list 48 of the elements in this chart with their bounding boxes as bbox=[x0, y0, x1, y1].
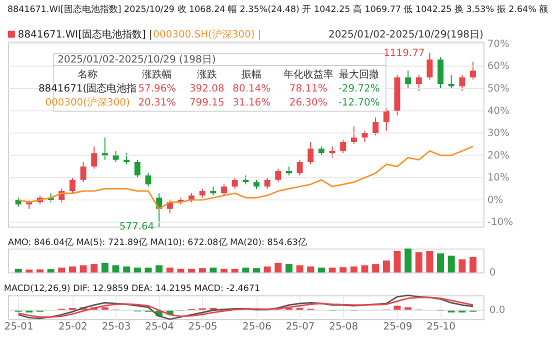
annotation: 80.14% bbox=[232, 83, 271, 94]
annotation: 31.16% bbox=[232, 97, 271, 108]
annotation: 年化收益率 bbox=[283, 68, 334, 80]
x-tick-label: 25-02 bbox=[58, 322, 88, 333]
x-tick-label: 25-04 bbox=[145, 322, 174, 333]
x-tick-label: 25-09 bbox=[383, 322, 412, 333]
y-tick-label: 60% bbox=[487, 61, 510, 72]
annotation: 涨跌幅 bbox=[142, 68, 172, 80]
chart-title: 8841671.WI[固态电池指数] 2025/10/29 收 1068.24 幅 2.35%(24.48) 开 1042.25 高 1069.77 低 1042.25 换 3.53% 振 2.64% 额 bbox=[7, 4, 548, 16]
annotation: 799.15 bbox=[189, 97, 224, 108]
x-tick-label: 25-07 bbox=[286, 322, 315, 333]
annotation: 57.96% bbox=[138, 83, 176, 94]
x-tick-label: 25-06 bbox=[242, 322, 272, 333]
annotation: 577.64 bbox=[119, 222, 154, 233]
x-tick-label: 25-01 bbox=[4, 322, 34, 333]
y-tick-label: 20% bbox=[487, 150, 510, 162]
annotation: 名称 bbox=[78, 68, 98, 80]
annotation: -12.70% bbox=[338, 97, 380, 108]
y-tick-label: 10% bbox=[487, 172, 510, 184]
annotation: 000300(沪深300) bbox=[45, 96, 130, 108]
legend-label: 8841671.WI[固态电池指数] | bbox=[18, 28, 152, 41]
annotation: -29.72% bbox=[338, 83, 380, 94]
annotation: 8841671(固态电池指 bbox=[38, 82, 137, 94]
annotation: 1119.77 bbox=[384, 48, 425, 59]
x-tick-label: 25-03 bbox=[102, 322, 131, 333]
text: 0 bbox=[489, 267, 496, 278]
annotation: 2025/01/02-2025/10/29 (198日) bbox=[58, 54, 216, 66]
annotation: 涨跌 bbox=[196, 68, 217, 80]
y-tick-label: 40% bbox=[487, 106, 510, 117]
y-tick-label: 50% bbox=[487, 83, 510, 94]
y-tick-label: -10% bbox=[487, 217, 514, 228]
text: 0.0 bbox=[489, 305, 506, 316]
annotation: 392.08 bbox=[189, 83, 224, 94]
y-tick-label: 0% bbox=[487, 194, 504, 206]
y-tick-label: 30% bbox=[487, 128, 510, 140]
annotation: 振幅 bbox=[242, 68, 262, 80]
x-tick-label: 25-08 bbox=[329, 322, 358, 333]
x-tick-label: 25-05 bbox=[188, 322, 218, 333]
annotation: 20.31% bbox=[138, 97, 176, 108]
text: 2025/01/02-2025/10/29(198日) bbox=[328, 30, 484, 41]
y-tick-label: 70% bbox=[487, 38, 510, 50]
annotation: 26.30% bbox=[289, 97, 328, 108]
text: 000300.SH(沪深300) | bbox=[153, 28, 262, 41]
chart-title: MACD(12,26,9) DIF: 12.9859 DEA: 14.2195 MACD: -2.4671 bbox=[4, 284, 260, 294]
x-tick-label: 25-10 bbox=[426, 322, 456, 333]
annotation: 78.11% bbox=[289, 83, 328, 94]
annotation: 最大回撤 bbox=[339, 68, 380, 80]
chart-title: AMO: 846.04亿 MA(5): 721.89亿 MA(10): 672.08亿 MA(20): 854.63亿 bbox=[8, 236, 307, 248]
